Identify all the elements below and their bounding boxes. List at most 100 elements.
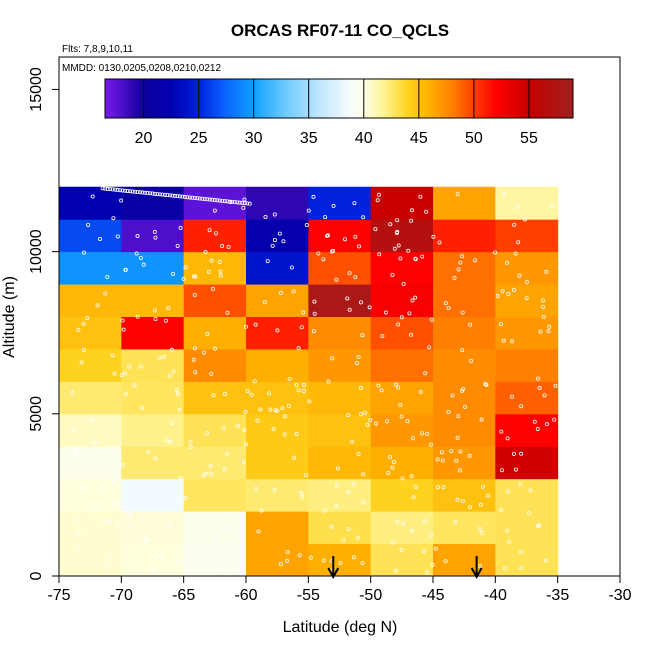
sample-point — [351, 555, 356, 560]
sample-point — [185, 538, 190, 543]
x-tick-label: -65 — [172, 587, 195, 604]
sample-point — [312, 299, 317, 304]
sample-point — [115, 234, 120, 239]
sample-point — [201, 519, 206, 524]
sample-point — [411, 436, 416, 441]
sample-point — [443, 559, 448, 564]
sample-point — [401, 521, 406, 526]
sample-point — [171, 271, 176, 276]
sample-point — [511, 451, 516, 456]
sample-point — [469, 358, 474, 363]
sample-point — [153, 316, 158, 321]
sample-point — [205, 331, 210, 336]
sample-point — [208, 464, 213, 469]
sample-point — [519, 404, 524, 409]
sample-point — [155, 192, 160, 197]
sample-point — [140, 190, 145, 195]
sample-point — [119, 198, 124, 203]
sample-point — [242, 201, 247, 206]
sample-point — [76, 327, 81, 332]
sample-point — [217, 198, 222, 203]
sample-point — [510, 339, 515, 344]
sample-point — [443, 301, 448, 306]
heatmap-cell — [370, 186, 434, 220]
sample-point — [151, 568, 156, 573]
sample-point — [256, 529, 261, 534]
sample-point — [478, 563, 483, 568]
sample-point — [165, 193, 170, 198]
heatmap-cell — [433, 381, 496, 415]
sample-point — [76, 531, 81, 536]
sample-point — [110, 353, 115, 358]
sample-point — [301, 383, 306, 388]
sample-point — [401, 281, 406, 286]
sample-point — [308, 555, 313, 560]
sample-point — [322, 508, 327, 513]
sample-point — [175, 194, 180, 199]
sample-point — [222, 467, 227, 472]
heatmap-cell — [183, 446, 247, 480]
sample-point — [331, 248, 336, 253]
sample-point — [550, 204, 555, 209]
sample-point — [499, 429, 504, 434]
sample-point — [263, 215, 268, 220]
sample-point — [174, 388, 179, 393]
sample-point — [177, 194, 182, 199]
sample-point — [540, 298, 545, 303]
sample-point — [353, 275, 358, 280]
colorbar-tick-label: 20 — [135, 130, 153, 147]
sample-point — [359, 412, 364, 417]
sample-point — [105, 274, 110, 279]
sample-point — [325, 233, 330, 238]
sample-point — [425, 570, 430, 575]
y-tick-label: 15000 — [28, 67, 45, 112]
sample-point — [480, 530, 485, 535]
sample-point — [500, 289, 505, 294]
sample-point — [135, 234, 140, 239]
heatmap-cell — [121, 348, 185, 382]
heatmap-cell — [495, 284, 559, 317]
y-axis-label: Altitude (m) — [1, 276, 18, 358]
sample-point — [262, 300, 267, 305]
sample-point — [152, 308, 157, 313]
sample-point — [409, 474, 414, 479]
sample-point — [409, 218, 414, 223]
sample-point — [200, 196, 205, 201]
sample-point — [543, 558, 548, 563]
sample-point — [553, 383, 558, 388]
sample-point — [392, 246, 397, 251]
sample-point — [544, 422, 549, 427]
sample-point — [163, 318, 168, 323]
sample-point — [146, 450, 151, 455]
sample-point — [535, 523, 540, 528]
sample-point — [316, 251, 321, 256]
sample-point — [188, 445, 193, 450]
heatmap-cell — [59, 284, 122, 317]
sample-point — [114, 501, 119, 506]
sample-point — [113, 187, 118, 192]
sample-point — [120, 188, 125, 193]
sample-point — [139, 405, 144, 410]
sample-point — [528, 488, 533, 493]
sample-point — [455, 497, 460, 502]
sample-point — [519, 451, 524, 456]
sample-point — [429, 317, 434, 322]
sample-point — [86, 222, 91, 227]
sample-point — [460, 310, 465, 315]
sample-point — [398, 402, 403, 407]
sample-point — [502, 192, 507, 197]
sample-point — [421, 549, 426, 554]
sample-point — [296, 388, 301, 393]
sample-point — [210, 286, 215, 291]
sample-point — [230, 199, 235, 204]
sample-point — [258, 407, 263, 412]
heatmap-cell — [370, 543, 434, 577]
sample-point — [154, 554, 159, 559]
colorbar-tick-label: 30 — [245, 130, 263, 147]
sample-point — [221, 425, 226, 430]
sample-point — [360, 560, 365, 565]
sample-point — [111, 478, 116, 483]
sample-point — [192, 292, 197, 297]
sample-point — [347, 307, 352, 312]
sample-point — [524, 296, 529, 301]
